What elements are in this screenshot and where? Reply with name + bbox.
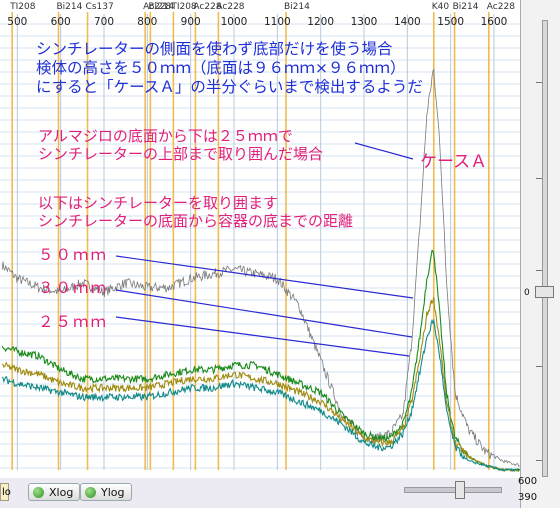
x-tick-label: 1300 bbox=[351, 16, 378, 28]
x-tick-label: 700 bbox=[94, 16, 114, 28]
isotope-label: Bi214 bbox=[148, 2, 174, 12]
vertical-slider-value: 0 bbox=[524, 288, 530, 298]
annotation-red-2: シンチレーターの上部まで取り囲んだ場合 bbox=[38, 145, 324, 163]
isotope-label: Bi214 bbox=[453, 2, 479, 12]
x-tick-label: 1600 bbox=[481, 16, 508, 28]
pointer-25mm bbox=[115, 316, 410, 357]
annotation-line-1: シンチレーターの側面を使わず底部だけを使う場合 bbox=[36, 40, 393, 58]
isotope-label: Ac228 bbox=[193, 2, 221, 12]
isotope-label: Bi214 bbox=[57, 2, 83, 12]
annotation-case-a: ケースＡ bbox=[420, 152, 488, 172]
x-tick-label: 1200 bbox=[307, 16, 334, 28]
isotope-label: Ac228 bbox=[487, 2, 515, 12]
vertical-slider-tick bbox=[536, 460, 542, 461]
vertical-slider-track[interactable] bbox=[542, 20, 548, 477]
range-label-600: 600 bbox=[518, 476, 538, 487]
series-line bbox=[1, 296, 520, 473]
pointer-30mm bbox=[115, 289, 413, 338]
pointer-case-a bbox=[354, 142, 414, 160]
isotope-label: K40 bbox=[432, 2, 450, 12]
annotation-30mm: ３０ｍｍ bbox=[38, 279, 109, 297]
vertical-slider-tick bbox=[536, 366, 542, 367]
annotation-line-2: 検体の高さを５０ｍｍ（底面は９６ｍｍ×９６ｍｍ） bbox=[36, 59, 406, 77]
series-line bbox=[1, 249, 521, 473]
x-tick-label: 600 bbox=[51, 16, 71, 28]
vertical-slider-tick bbox=[536, 82, 542, 83]
horizontal-slider[interactable] bbox=[404, 481, 502, 499]
xlog-button[interactable]: Xlog bbox=[28, 483, 81, 501]
series-line bbox=[1, 69, 520, 467]
isotope-label: Ac228 bbox=[216, 2, 244, 12]
xlog-label: Xlog bbox=[49, 486, 74, 499]
pointer-50mm bbox=[115, 255, 414, 299]
x-tick-label: 800 bbox=[137, 16, 157, 28]
xlog-radio-icon bbox=[33, 487, 44, 498]
isotope-label: TI208 bbox=[9, 2, 36, 12]
series-group bbox=[1, 69, 521, 473]
annotation-red-1: アルマジロの底面から下は２５ｍｍで bbox=[38, 127, 293, 145]
vertical-slider-tick bbox=[536, 270, 542, 271]
ylog-label: Ylog bbox=[101, 486, 125, 499]
annotation-pointers bbox=[115, 142, 414, 357]
isotope-label: Ac228 bbox=[143, 2, 171, 12]
isotope-labels: TI208 Bi214 Cs137 Ac228Bi214TI208Ac228Ac228… bbox=[9, 2, 515, 12]
x-tick-label: 900 bbox=[181, 16, 201, 28]
x-tick-label: 500 bbox=[7, 16, 27, 28]
horizontal-slider-thumb[interactable] bbox=[455, 481, 465, 499]
isotope-lines bbox=[11, 12, 490, 470]
annotation-red-4: シンチレーターの底面から容器の底までの距離 bbox=[38, 212, 354, 230]
ylog-button[interactable]: Ylog bbox=[80, 483, 132, 501]
isotope-label: TI208 bbox=[170, 2, 197, 12]
range-label-390: 390 bbox=[518, 492, 538, 503]
series-line bbox=[1, 318, 520, 472]
x-tick-labels: 500 600 700 800 900 1000 1100 1200 1300 1400 1500 1… bbox=[7, 16, 507, 28]
annotation-50mm: ５０ｍｍ bbox=[38, 246, 109, 264]
annotation-red-3: 以下はシンチレーターを取り囲ます bbox=[38, 194, 279, 212]
vertical-slider-thumb[interactable] bbox=[535, 286, 554, 298]
x-tick-label: 1400 bbox=[394, 16, 421, 28]
right-panel bbox=[520, 0, 560, 508]
isotope-label: Bi214 bbox=[284, 2, 310, 12]
left-stub-button[interactable]: lo bbox=[0, 483, 11, 501]
isotope-label: Cs137 bbox=[86, 2, 114, 12]
x-tick-label: 1000 bbox=[221, 16, 248, 28]
annotation-25mm: ２５ｍｍ bbox=[38, 313, 109, 331]
vertical-slider-tick bbox=[536, 178, 542, 179]
x-tick-label: 1100 bbox=[264, 16, 291, 28]
annotation-line-3: にすると「ケースＡ」の半分ぐらいまで検出するようだ bbox=[36, 78, 423, 96]
ylog-radio-icon bbox=[85, 487, 96, 498]
x-tick-label: 1500 bbox=[437, 16, 464, 28]
